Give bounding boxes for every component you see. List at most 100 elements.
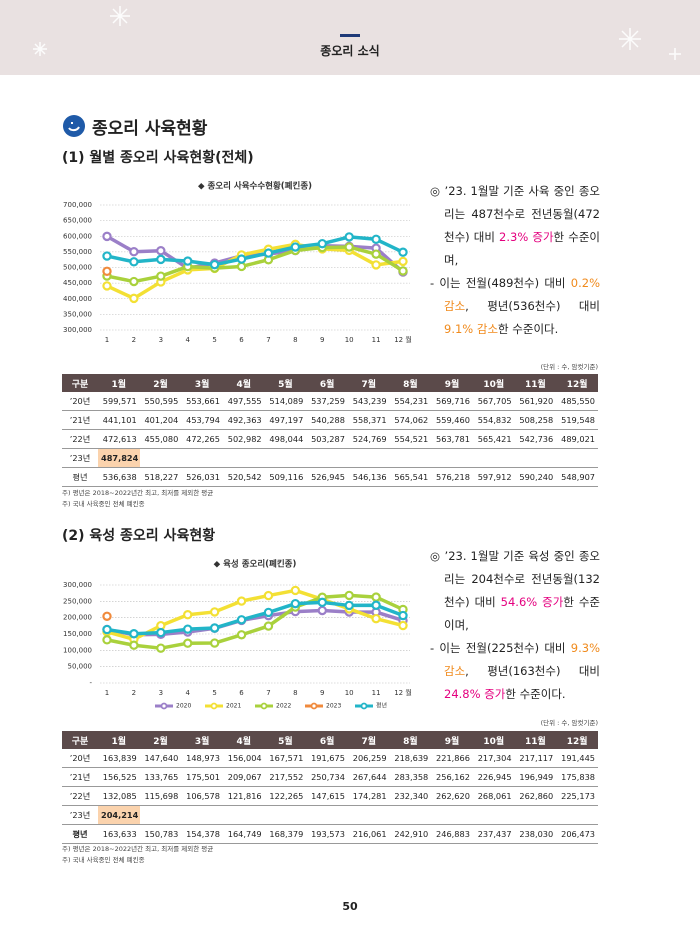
table-header-row: 구분 1월 2월 3월 4월 5월 6월 7월 8월 9월 10월 11월 12월 xyxy=(62,731,598,749)
y-tick-label: - xyxy=(89,679,92,687)
table-cell: 283,358 xyxy=(389,767,432,787)
table-cell: 569,716 xyxy=(431,392,473,411)
table-cell: 122,265 xyxy=(264,786,307,806)
y-tick-label: 400,000 xyxy=(63,295,92,303)
data-point xyxy=(102,624,112,635)
x-tick-label: 1 xyxy=(105,689,109,697)
data-point xyxy=(371,613,381,624)
legend-label: 평년 xyxy=(376,348,387,349)
table-cell xyxy=(556,805,598,825)
legend-marker xyxy=(260,702,268,710)
table-cell: 237,437 xyxy=(472,824,515,844)
table-cell: 553,661 xyxy=(181,392,223,411)
table-cell: 497,197 xyxy=(264,410,307,430)
data-point xyxy=(236,615,247,625)
table-cell xyxy=(139,448,182,468)
table-cell: 554,521 xyxy=(389,429,432,449)
footnote: 주) 국내 사육중인 전체 폐킨종 xyxy=(62,856,145,864)
table-cell: 548,907 xyxy=(556,467,598,487)
x-tick-label: 4 xyxy=(185,689,190,697)
table-cell: 550,595 xyxy=(139,392,182,411)
table-cell: 206,259 xyxy=(347,749,390,768)
page-number: 50 xyxy=(342,900,358,913)
table-cell: 546,136 xyxy=(347,467,390,487)
table-wrap: 구분 1월 2월 3월 4월 5월 6월 7월 8월 9월 10월 11월 12월 ’20년 599,571… xyxy=(62,374,598,487)
legend-marker xyxy=(160,702,168,710)
legend-marker xyxy=(360,702,368,710)
note-text: 한 수준이며, xyxy=(444,595,600,632)
data-point xyxy=(209,607,220,617)
table-cell: 132,085 xyxy=(98,786,140,806)
data-point xyxy=(371,592,381,602)
data-point xyxy=(263,590,274,601)
section-title: 종오리 사육현황 xyxy=(92,119,208,139)
table-header-cell: 12월 xyxy=(556,374,598,392)
table-cell xyxy=(431,448,473,468)
data-point xyxy=(183,624,193,634)
table-header-cell: 8월 xyxy=(389,731,432,749)
table-header-cell: 10월 xyxy=(472,731,515,749)
x-tick-label: 12 월 xyxy=(394,335,412,344)
table-header-cell: 9월 xyxy=(431,731,473,749)
data-point xyxy=(129,276,139,287)
table-cell: 487,824 xyxy=(98,448,140,468)
table-header-cell: 9월 xyxy=(431,374,473,392)
data-point xyxy=(156,271,166,281)
x-tick-label: 6 xyxy=(239,336,244,344)
table-header-cell: 3월 xyxy=(181,374,223,392)
table-cell: 599,571 xyxy=(98,392,140,411)
data-table: 구분 1월 2월 3월 4월 5월 6월 7월 8월 9월 10월 11월 12월 ’20년 163,839… xyxy=(62,731,598,844)
data-point xyxy=(156,627,166,638)
table-cell: 576,218 xyxy=(431,467,473,487)
data-point xyxy=(129,640,139,650)
legend-label: 2022 xyxy=(276,703,291,710)
data-point xyxy=(209,623,220,633)
table-cell: 518,227 xyxy=(139,467,182,487)
table-header-cell: 5월 xyxy=(264,374,307,392)
table-header-row: 구분 1월 2월 3월 4월 5월 6월 7월 8월 9월 10월 11월 12월 xyxy=(62,374,598,392)
table-header-cell: 8월 xyxy=(389,374,432,392)
data-point xyxy=(344,232,354,242)
table-header-cell: 구분 xyxy=(62,731,98,749)
table-cell: 193,573 xyxy=(306,824,348,844)
y-tick-label: 100,000 xyxy=(63,646,92,654)
table-cell: 472,613 xyxy=(98,429,140,449)
data-table: 구분 1월 2월 3월 4월 5월 6월 7월 8월 9월 10월 11월 12월 ’20년 599,571… xyxy=(62,374,598,487)
chart: ◆ 종오리 사육수수현황(폐킨종)300,000350,000400,00045… xyxy=(63,181,412,349)
x-tick-label: 4 xyxy=(185,336,190,344)
x-tick-label: 8 xyxy=(293,689,297,697)
table-cell: 542,736 xyxy=(514,429,557,449)
table-cell: 206,473 xyxy=(556,824,598,844)
table-cell: 163,839 xyxy=(98,749,140,768)
note-paragraph: - 이는 전월(489천수) 대비 0.2% 감소, 평년(536천수) 대비 … xyxy=(430,272,600,341)
table-header-cell: 2월 xyxy=(139,731,182,749)
data-point xyxy=(290,242,301,252)
note-text: - 이는 전월(225천수) 대비 xyxy=(430,641,571,655)
data-point xyxy=(183,638,193,648)
data-point xyxy=(102,266,112,277)
table-cell: 455,080 xyxy=(139,429,182,449)
chart-title: ◆ 종오리 사육수수현황(폐킨종) xyxy=(198,181,312,192)
table-cell: 121,816 xyxy=(222,786,265,806)
data-point xyxy=(156,643,166,653)
note-text: 9.1% 감소 xyxy=(444,322,499,336)
table-cell: 156,525 xyxy=(98,767,140,787)
table-header-cell: 4월 xyxy=(222,731,265,749)
table-cell: 489,021 xyxy=(556,429,598,449)
table-cell: 492,363 xyxy=(222,410,265,430)
table-cell: ’21년 xyxy=(62,410,98,430)
y-tick-label: 150,000 xyxy=(63,630,92,638)
table-cell xyxy=(139,805,182,825)
note-text: ◎ ’23. 1월말 기준 사육 중인 종오리는 487천수로 전년동월(472… xyxy=(430,184,600,244)
data-point xyxy=(236,596,247,606)
legend-label: 평년 xyxy=(376,702,387,710)
table-cell: ’21년 xyxy=(62,767,98,787)
table-cell: 204,214 xyxy=(98,805,140,825)
table-cell: ’20년 xyxy=(62,749,98,768)
note-text: 2.3% 증가 xyxy=(499,230,554,244)
data-point xyxy=(263,607,274,618)
legend-marker xyxy=(210,702,218,710)
table-cell: 540,288 xyxy=(306,410,348,430)
note-text: 54.6% 증가 xyxy=(500,595,564,609)
x-tick-label: 7 xyxy=(266,689,270,697)
